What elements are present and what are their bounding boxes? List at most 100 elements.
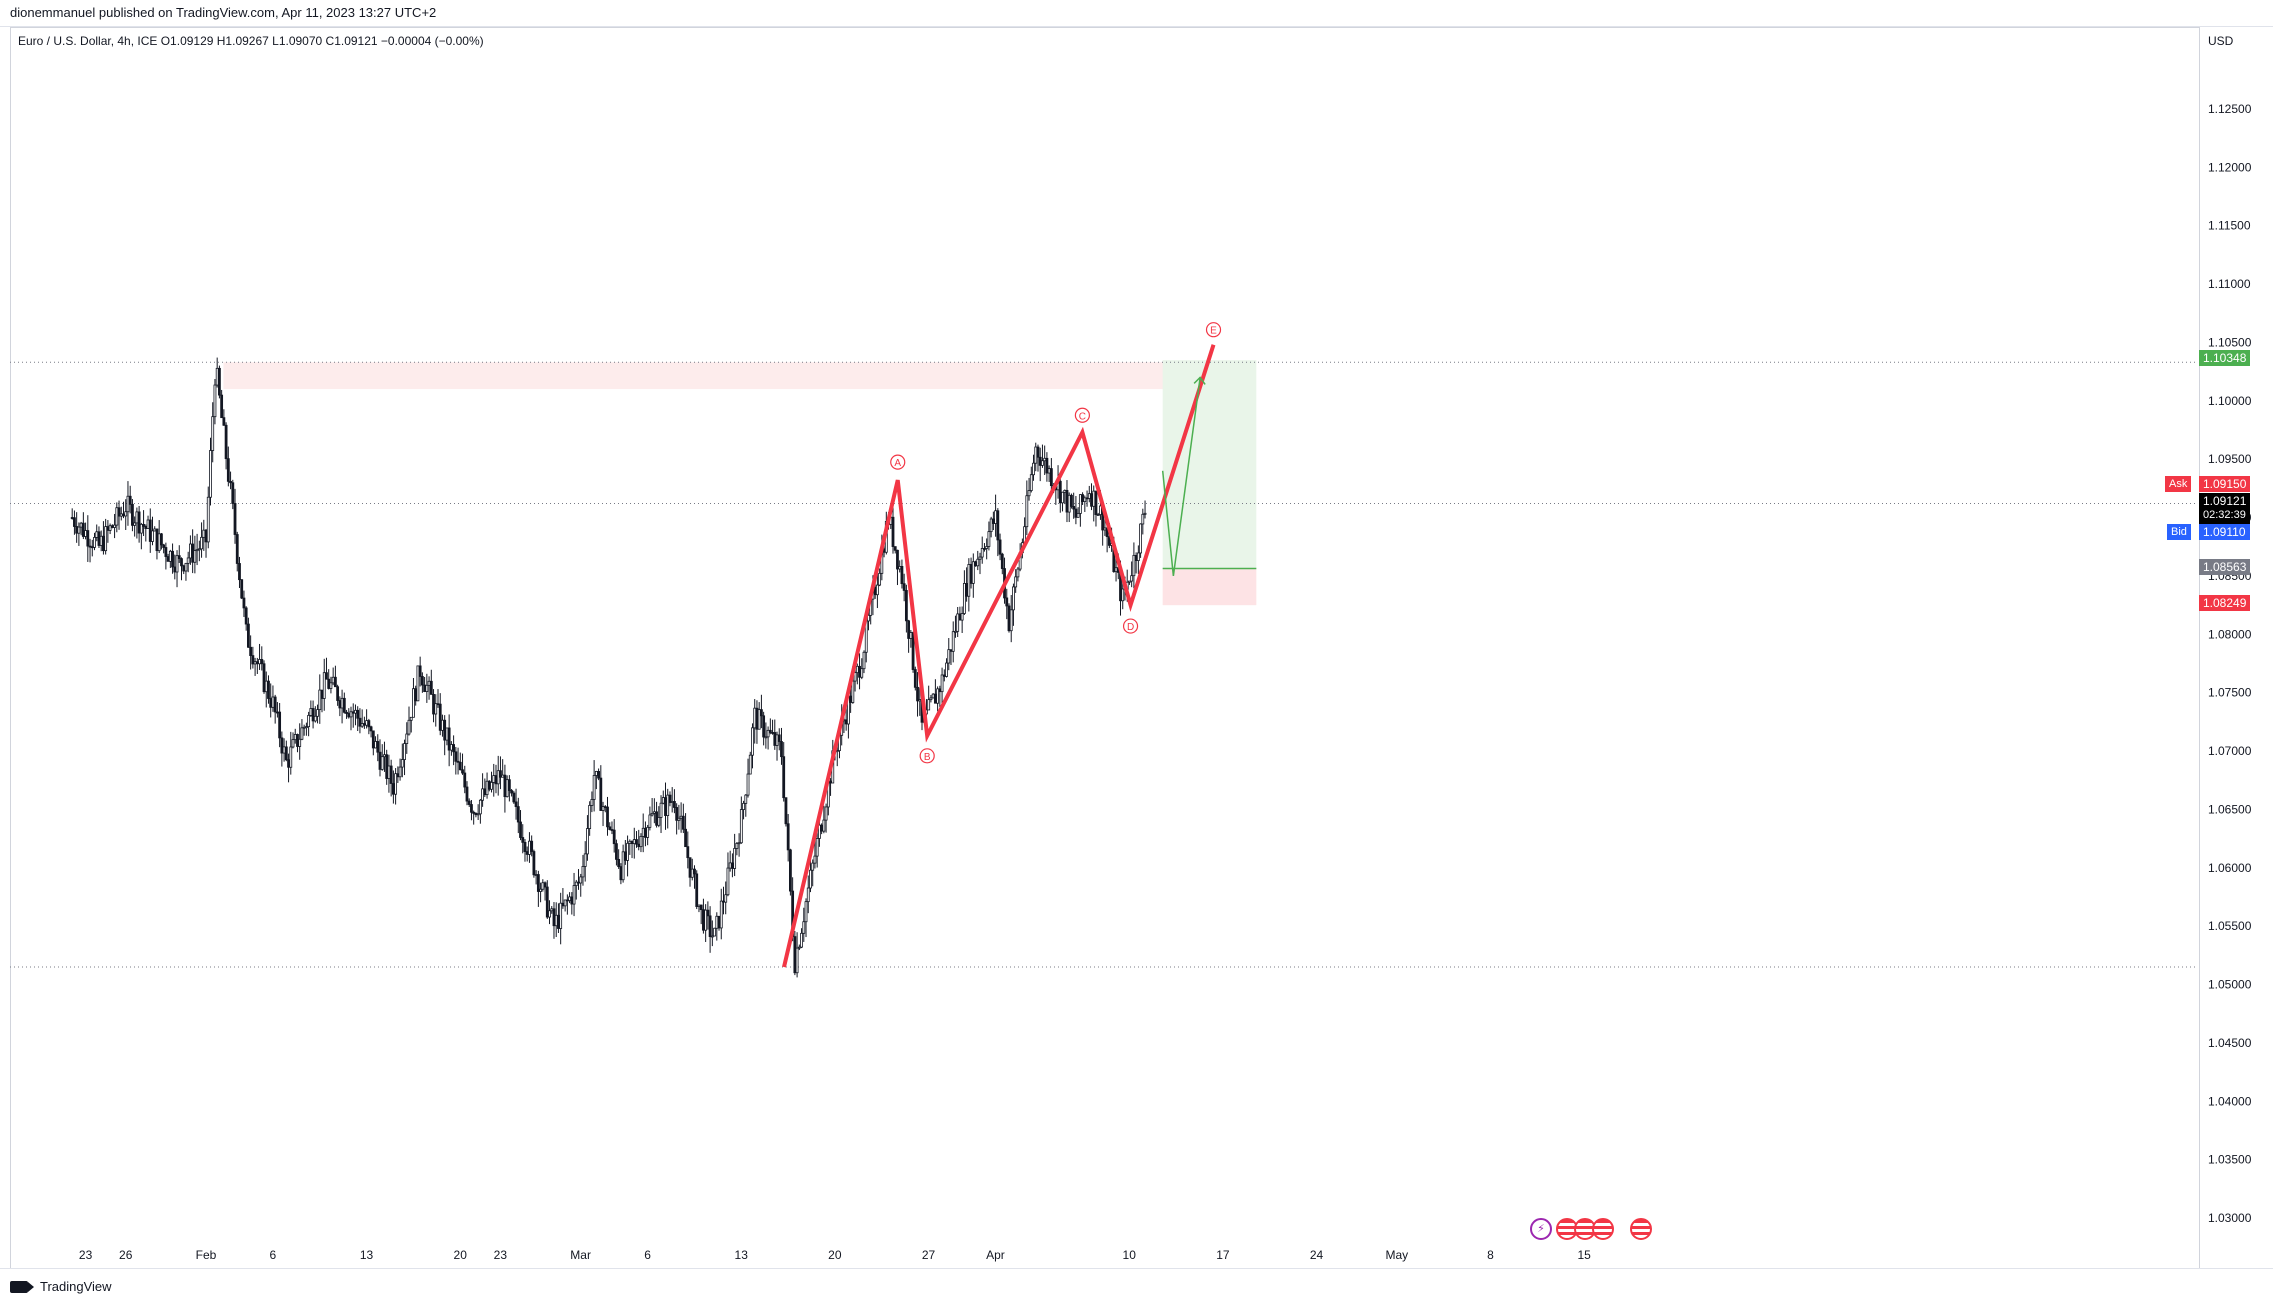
candle-up — [291, 739, 295, 748]
candle-down — [507, 779, 511, 791]
time-tick-label: 10 — [1123, 1248, 1137, 1262]
currency-label[interactable]: USD — [2208, 34, 2234, 48]
candle-up — [264, 680, 268, 693]
candle-up — [989, 518, 993, 533]
candle-up — [394, 773, 398, 795]
candle-up — [985, 546, 989, 549]
candle-up — [206, 496, 210, 543]
candle-up — [197, 548, 201, 551]
candle-up — [1099, 505, 1102, 515]
candle-down — [545, 886, 549, 918]
candle-up — [967, 564, 971, 597]
lightning-icon[interactable]: ⚡ — [1530, 1218, 1552, 1240]
candle-up — [271, 696, 275, 708]
time-tick-label: 26 — [119, 1248, 133, 1262]
candle-up — [505, 779, 509, 798]
candle-up — [476, 813, 480, 816]
candle-down — [465, 786, 469, 802]
candle-up — [496, 770, 500, 785]
wave-label-e: E — [1210, 326, 1217, 337]
candle-down — [218, 367, 221, 396]
candle-up — [383, 754, 386, 758]
candle-up — [1139, 523, 1142, 554]
candle-down — [347, 713, 351, 718]
candle-down — [280, 737, 284, 754]
candle-up — [775, 734, 779, 746]
candle-down — [722, 900, 725, 903]
candle-up — [809, 869, 812, 889]
candle-down — [454, 751, 458, 762]
symbol-legend[interactable]: Euro / U.S. Dollar, 4h, ICE O1.09129 H1.… — [18, 34, 484, 48]
candle-down — [896, 549, 899, 570]
candle-up — [962, 583, 966, 614]
candle-up — [824, 806, 828, 821]
candle-up — [331, 676, 335, 684]
candle-up — [679, 815, 683, 819]
candle-down — [414, 688, 418, 702]
candle-up — [592, 775, 596, 800]
current-price-tag: 1.09121 02:32:39 — [2199, 493, 2251, 524]
entry-price-tag: 1.08563 — [2199, 559, 2251, 575]
candle-up — [209, 450, 212, 498]
candle-up — [851, 680, 855, 703]
candle-up — [1132, 554, 1136, 577]
candle-up — [594, 771, 598, 776]
tradingview-logo[interactable]: TradingView — [10, 1279, 112, 1294]
candle-down — [1090, 493, 1093, 507]
candle-down — [900, 566, 904, 585]
candle-down — [429, 680, 433, 695]
candle-up — [737, 842, 741, 845]
price-tick-label: 1.12500 — [2208, 102, 2252, 116]
candle-down — [244, 607, 248, 625]
us-flag-icon[interactable] — [1592, 1218, 1614, 1240]
candle-up — [115, 507, 119, 526]
candle-down — [463, 772, 467, 788]
candle-down — [238, 563, 241, 581]
candle-down — [376, 741, 380, 753]
price-tick-label: 1.06000 — [2208, 861, 2252, 875]
candle-down — [673, 801, 676, 808]
candle-down — [991, 518, 995, 524]
candle-down — [543, 882, 547, 888]
candle-down — [369, 726, 373, 732]
candle-down — [911, 632, 915, 670]
candle-down — [637, 843, 641, 848]
candle-down — [597, 771, 600, 779]
candle-up — [400, 759, 404, 768]
candle-down — [371, 730, 375, 749]
candle-down — [1134, 554, 1138, 561]
candle-up — [309, 708, 313, 716]
candle-up — [302, 726, 306, 729]
candle-down — [760, 709, 763, 717]
candle-down — [536, 874, 540, 892]
candle-down — [81, 522, 85, 537]
candle-down — [356, 709, 360, 719]
candle-up — [1114, 567, 1118, 573]
event-icons[interactable]: ⚡ — [1530, 1218, 1652, 1240]
candle-up — [657, 817, 661, 826]
candle-up — [318, 689, 322, 710]
candle-up — [445, 727, 449, 741]
candle-up — [1067, 494, 1071, 513]
candle-up — [956, 613, 960, 632]
us-flag-icon[interactable] — [1630, 1218, 1652, 1240]
candle-down — [949, 649, 953, 652]
candle-up — [425, 684, 429, 692]
candle-down — [623, 851, 627, 861]
candle-down — [552, 908, 556, 927]
candle-down — [182, 565, 186, 572]
wave-point-b — [919, 748, 935, 764]
candle-down — [391, 783, 395, 795]
price-tick-label: 1.03000 — [2208, 1211, 2252, 1225]
candle-up — [954, 630, 957, 633]
candle-down — [786, 823, 790, 851]
candle-down — [447, 727, 451, 751]
candle-down — [90, 546, 94, 549]
candle-down — [456, 760, 460, 763]
candle-down — [777, 734, 781, 742]
candle-down — [891, 516, 895, 547]
candle-down — [229, 480, 232, 484]
candle-down — [612, 829, 616, 845]
candle-down — [222, 417, 226, 426]
